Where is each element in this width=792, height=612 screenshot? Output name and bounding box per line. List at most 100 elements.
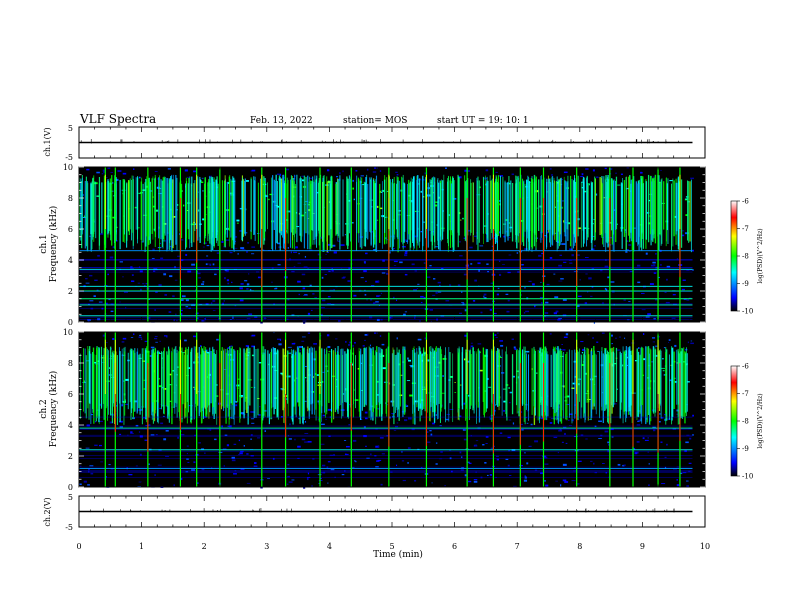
spectrogram-pixel (301, 273, 306, 276)
spectrogram-pixel (561, 179, 563, 180)
spectrogram-pixel (460, 469, 464, 471)
spectrogram-pixel (485, 183, 488, 186)
spectrogram-pixel (325, 419, 327, 420)
spectrogram-pixel (483, 295, 485, 298)
spectrogram-pixel (276, 205, 280, 208)
spectrogram-pixel (239, 395, 244, 397)
spectrogram-pixel (547, 231, 549, 234)
spectrogram-pixel (592, 169, 595, 172)
spectrogram-pixel (303, 266, 308, 268)
spectrogram-pixel (327, 482, 329, 484)
spectrogram-pixel (101, 307, 104, 310)
spectrogram-pixel (319, 313, 323, 316)
spectrogram-pixel (362, 184, 365, 186)
spectrogram-pixel (692, 249, 694, 252)
spectrogram-pixel (436, 224, 438, 226)
spectrogram-pixel (335, 338, 338, 340)
spectrogram-pixel (96, 360, 100, 362)
spectrogram-pixel (544, 235, 547, 237)
spectrogram-pixel (591, 235, 595, 237)
spectrogram-pixel (238, 439, 241, 442)
spectrogram-pixel (611, 436, 614, 438)
spectrogram-pixel (327, 408, 332, 411)
spectrogram-pixel (233, 473, 237, 475)
spectrogram-pixel (638, 347, 640, 349)
spectrogram-pixel (309, 249, 313, 251)
spectrogram-pixel (494, 404, 497, 406)
spectrogram-pixel (393, 265, 397, 267)
spectrogram-pixel (393, 430, 397, 432)
spectrogram-pixel (163, 438, 167, 441)
spectrogram-pixel (89, 319, 91, 321)
spectrogram-pixel (279, 173, 282, 176)
spectrogram-pixel (576, 210, 579, 212)
spectrogram-pixel (109, 256, 114, 259)
spectrogram-pixel (243, 445, 245, 447)
ch1-waveform-marks (79, 139, 693, 144)
spectrogram-pixel (201, 177, 204, 179)
spectrogram-pixel (593, 321, 596, 324)
spectrogram-pixel (423, 296, 426, 299)
spectrogram-pixel (82, 381, 87, 383)
spectrogram-pixel (277, 242, 280, 245)
spectrogram-pixel (563, 432, 566, 435)
spectrogram-pixel (404, 254, 408, 257)
spectrogram-pixel (524, 287, 526, 289)
spectrogram-pixel (152, 248, 155, 251)
spectrogram-pixel (194, 434, 197, 437)
spectrogram-pixel (328, 351, 331, 353)
spectrogram-pixel (359, 197, 363, 199)
spectrogram-pixel (258, 414, 261, 416)
spectrogram-pixel (312, 293, 315, 295)
spectrogram-pixel (459, 219, 462, 221)
spectrogram-pixel (251, 386, 253, 388)
spectrogram-pixel (318, 480, 323, 482)
spectrogram-pixel (202, 190, 204, 192)
spectrogram-pixel (119, 420, 123, 423)
spectrogram-pixel (653, 429, 656, 432)
spectrogram-pixel (521, 264, 524, 266)
spectrogram-pixel (309, 177, 313, 180)
spectrogram-pixel (280, 416, 283, 418)
spectrogram-pixel (617, 184, 621, 186)
spectrogram-pixel (164, 294, 168, 296)
spectrogram-pixel (99, 233, 104, 235)
spectrogram-pixel (628, 301, 631, 302)
spectrogram-pixel (369, 344, 371, 347)
spectrogram-pixel (460, 291, 463, 293)
spectrogram-pixel (294, 438, 296, 441)
spectrogram-pixel (370, 285, 375, 287)
spectrogram-pixel (225, 271, 229, 273)
spectrogram-pixel (477, 343, 482, 345)
spectrogram-pixel (507, 464, 510, 467)
spectrogram-pixel (349, 176, 352, 179)
spectrogram-pixel (441, 267, 444, 270)
spectrogram-pixel (551, 174, 553, 176)
spectrogram-pixel (413, 235, 418, 238)
spectrogram-pixel (544, 312, 549, 314)
spectrogram-pixel (396, 337, 398, 340)
spectrogram-pixel (508, 254, 512, 256)
spectrogram-pixel (138, 192, 142, 194)
spectrogram-pixel (216, 252, 221, 254)
spectrogram-pixel (414, 480, 417, 482)
spectrogram-pixel (338, 320, 341, 322)
spectrogram-pixel (166, 336, 168, 338)
spectrogram-pixel (331, 244, 336, 247)
spectrogram-pixel (240, 247, 245, 250)
spectrogram-pixel (196, 312, 199, 315)
colorbar-tick-label: -6 (742, 198, 749, 206)
spectrogram-pixel (407, 357, 409, 360)
spectrogram-pixel (378, 305, 380, 306)
spectrogram-pixel (626, 240, 629, 243)
spectrogram-pixel (177, 204, 179, 206)
spectrogram-pixel (160, 239, 163, 240)
spectrogram-pixel (463, 237, 466, 239)
spectrogram-pixel (467, 480, 472, 483)
spectrogram-pixel (676, 479, 678, 481)
spectrogram-pixel (513, 346, 516, 349)
spectrogram-pixel (442, 375, 444, 377)
spectrogram-pixel (554, 206, 557, 208)
spectrogram-pixel (392, 249, 394, 251)
spectrogram-pixel (486, 263, 489, 265)
